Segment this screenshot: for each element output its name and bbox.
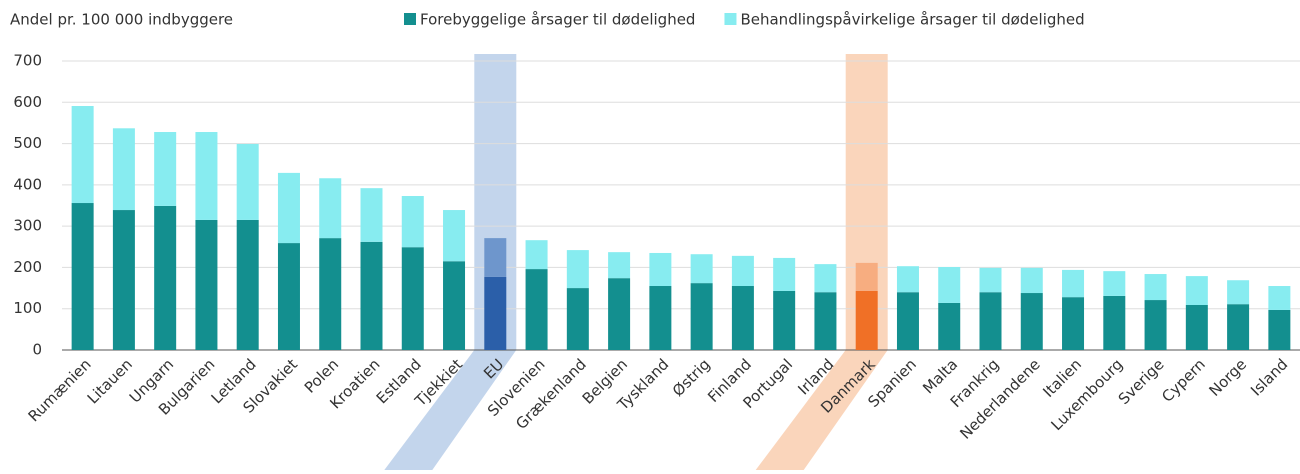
bar-segment [319, 238, 342, 350]
y-tick-label: 0 [32, 341, 42, 359]
bar-segment [566, 250, 589, 289]
y-tick-label: 700 [13, 52, 42, 70]
bar-segment [484, 276, 507, 350]
bar-segment [1144, 300, 1167, 350]
bar-segment [649, 252, 672, 287]
bar-segment [896, 292, 919, 350]
y-tick-label: 500 [13, 134, 42, 152]
bar-segment [360, 188, 383, 242]
bar-segment [154, 132, 177, 206]
bar-segment [1227, 280, 1250, 305]
bar-segment [319, 178, 342, 239]
bar-segment [855, 262, 878, 291]
x-tick-label: Rumænien [25, 355, 95, 425]
bar-segment [649, 286, 672, 350]
bar-segment [731, 255, 754, 287]
x-tick-label: Litauen [84, 355, 136, 407]
bar-segment [195, 132, 218, 220]
bar-segment [1062, 269, 1085, 298]
bar-segment [1227, 304, 1250, 350]
y-axis-title: Andel pr. 100 000 indbyggere [10, 11, 233, 29]
bar-segment [1144, 274, 1167, 301]
bar-segment [979, 292, 1002, 350]
bar-segment [443, 210, 466, 262]
y-tick-label: 200 [13, 258, 42, 276]
x-tick-label: Cypern [1158, 355, 1209, 406]
bar-segment [112, 128, 135, 211]
bar-segment [1103, 271, 1126, 296]
bar-segment [690, 254, 713, 284]
bar-segment [1062, 297, 1085, 350]
y-tick-label: 300 [13, 217, 42, 235]
x-tick-label: Island [1247, 355, 1291, 399]
bar-segment [608, 252, 631, 279]
bar-segment [938, 267, 961, 303]
bar-segment [814, 292, 837, 350]
bar-segment [154, 205, 177, 350]
bar-segment [731, 286, 754, 350]
highlight-band-tail [755, 350, 888, 470]
bar-segment [401, 247, 424, 350]
bar-segment [814, 264, 837, 293]
bar-segment [566, 288, 589, 350]
highlight-band-tail [384, 350, 517, 470]
bar-segment [71, 203, 94, 350]
bar-segment [690, 283, 713, 350]
bar-segment [1185, 304, 1208, 350]
bar-segment [236, 143, 259, 220]
bar-segment [773, 290, 796, 350]
bar-segment [195, 219, 218, 350]
y-tick-label: 400 [13, 175, 42, 193]
bar-segment [525, 269, 548, 350]
bar-segment [112, 210, 135, 350]
bar-segment [236, 219, 259, 350]
bar-segment [277, 172, 300, 244]
bar-segment [443, 261, 466, 350]
bar-segment [1103, 295, 1126, 350]
bar-segment [401, 196, 424, 248]
legend-label: Forebyggelige årsager til dødelighed [420, 11, 695, 29]
bar-segment [855, 290, 878, 350]
y-tick-label: 600 [13, 93, 42, 111]
bar-segment [1020, 267, 1043, 294]
y-tick-label: 100 [13, 299, 42, 317]
bar-segment [1020, 293, 1043, 350]
bar-segment [277, 243, 300, 350]
bar-segment [71, 106, 94, 204]
bar-segment [484, 238, 507, 277]
bar-segment [608, 278, 631, 350]
bar-segment [1268, 309, 1291, 350]
bar-segment [1268, 286, 1291, 310]
bar-segment [525, 240, 548, 270]
x-tick-label: Sverige [1115, 355, 1168, 408]
bar-segment [938, 302, 961, 350]
x-tick-label: Norge [1206, 355, 1251, 400]
bar-segment [360, 241, 383, 350]
legend-swatch [724, 13, 737, 25]
legend-label: Behandlingspåvirkelige årsager til dødel… [740, 11, 1084, 29]
bar-segment [896, 266, 919, 293]
bar-segment [773, 257, 796, 291]
legend-swatch [404, 13, 416, 25]
bar-segment [979, 267, 1002, 293]
bar-segment [1185, 276, 1208, 305]
